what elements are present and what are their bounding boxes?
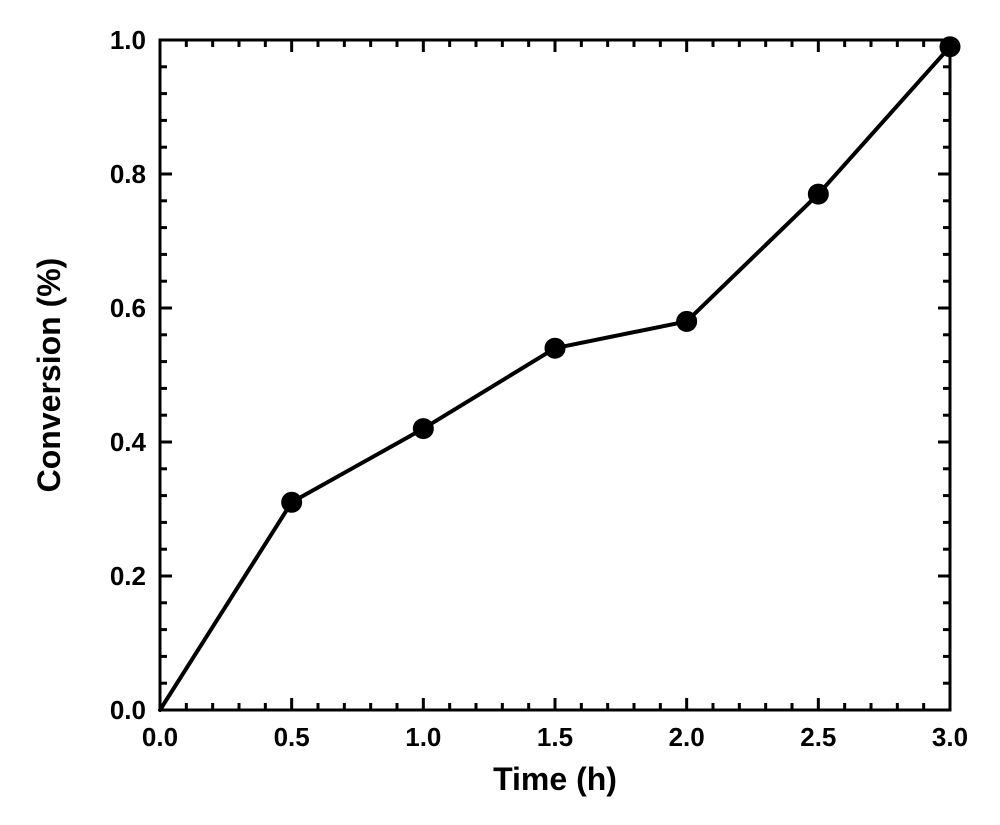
x-tick-label: 2.5 xyxy=(800,722,836,752)
y-tick-label: 0.0 xyxy=(110,695,146,725)
chart-background xyxy=(0,0,1000,825)
y-axis-label: Conversion (%) xyxy=(31,258,67,493)
x-tick-label: 3.0 xyxy=(932,722,968,752)
line-chart: 0.0 0.5 1.0 1.5 2.0 2.5 3.0 0.0 0.2 0.4 0.6 0.8 1.0 T… xyxy=(0,0,1000,825)
data-marker xyxy=(413,419,433,439)
x-tick-label: 1.5 xyxy=(537,722,573,752)
x-tick-label: 1.0 xyxy=(405,722,441,752)
y-tick-label: 0.8 xyxy=(110,159,146,189)
x-tick-label: 0.0 xyxy=(142,722,178,752)
data-marker xyxy=(940,37,960,57)
chart-container: 0.0 0.5 1.0 1.5 2.0 2.5 3.0 0.0 0.2 0.4 0.6 0.8 1.0 T… xyxy=(0,0,1000,825)
data-marker xyxy=(545,338,565,358)
data-marker xyxy=(282,492,302,512)
y-tick-label: 0.2 xyxy=(110,561,146,591)
x-tick-label: 0.5 xyxy=(274,722,310,752)
y-tick-label: 1.0 xyxy=(110,25,146,55)
y-tick-label: 0.6 xyxy=(110,293,146,323)
data-marker xyxy=(677,311,697,331)
x-tick-label: 2.0 xyxy=(669,722,705,752)
data-marker xyxy=(808,184,828,204)
x-axis-label: Time (h) xyxy=(493,761,617,797)
y-tick-label: 0.4 xyxy=(110,427,147,457)
